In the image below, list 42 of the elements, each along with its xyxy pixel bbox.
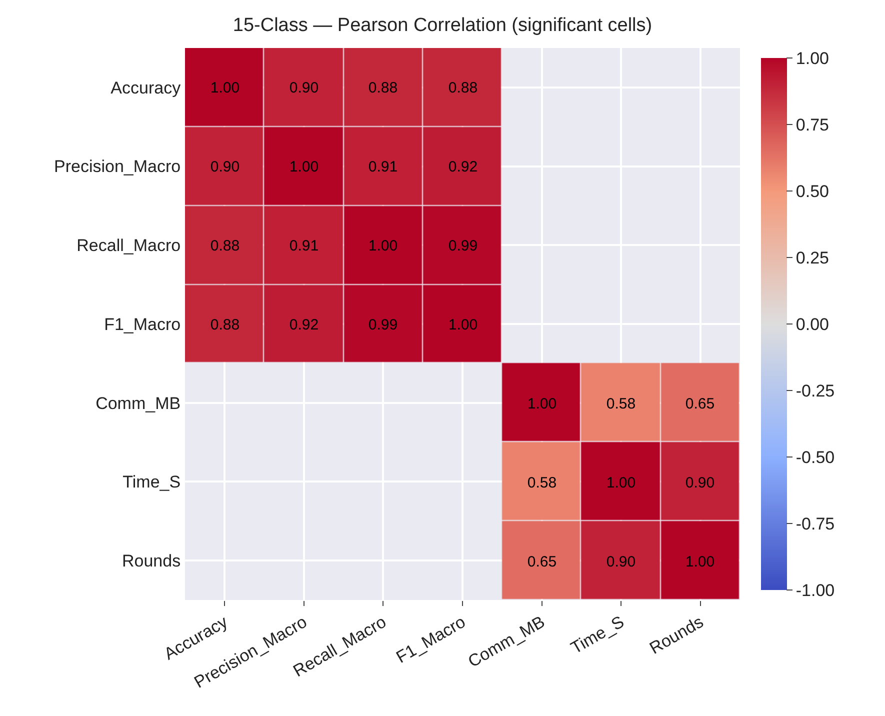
color-bar-label: 0.25 bbox=[796, 248, 829, 268]
color-bar-label: 0.00 bbox=[796, 314, 829, 334]
data-label: 0.88 bbox=[210, 316, 240, 334]
data-label: 0.88 bbox=[210, 237, 240, 254]
y-tick-label: Rounds bbox=[122, 552, 181, 571]
y-tick-label: Time_S bbox=[122, 472, 181, 492]
data-label: 0.91 bbox=[368, 158, 398, 176]
color-bar-label: 1.00 bbox=[796, 48, 829, 68]
data-label: 0.88 bbox=[368, 79, 398, 96]
data-label: 1.00 bbox=[368, 237, 398, 254]
y-tick-label: Recall_Macro bbox=[76, 236, 181, 256]
data-label: 1.00 bbox=[527, 395, 557, 412]
data-label: 0.99 bbox=[368, 316, 398, 334]
color-bar-label: 0.50 bbox=[796, 182, 829, 201]
chart-title: 15-Class — Pearson Correlation (significant cells) bbox=[232, 15, 652, 36]
data-label: 0.58 bbox=[527, 474, 557, 492]
data-label: 1.00 bbox=[685, 553, 715, 570]
color-bar-label: -1.00 bbox=[796, 580, 835, 600]
data-label: 0.90 bbox=[289, 79, 319, 96]
y-tick-label: Accuracy bbox=[110, 78, 182, 98]
y-tick-label: F1_Macro bbox=[104, 314, 181, 334]
data-label: 0.88 bbox=[448, 79, 478, 96]
data-label: 0.90 bbox=[606, 553, 636, 570]
color-bar-label: -0.50 bbox=[796, 448, 835, 467]
data-label: 0.65 bbox=[527, 553, 557, 570]
color-bar-label: 0.75 bbox=[796, 115, 829, 134]
data-label: 0.92 bbox=[448, 158, 478, 176]
data-label: 0.90 bbox=[210, 158, 240, 176]
data-label: 0.91 bbox=[289, 237, 319, 254]
color-bar-label: -0.25 bbox=[796, 381, 835, 400]
data-label: 1.00 bbox=[606, 474, 636, 492]
data-label: 0.58 bbox=[606, 395, 636, 412]
data-label: 1.00 bbox=[448, 316, 478, 334]
data-label: 0.90 bbox=[685, 474, 715, 492]
data-label: 0.65 bbox=[685, 395, 715, 412]
data-label: 1.00 bbox=[289, 158, 319, 176]
data-label: 0.99 bbox=[448, 237, 478, 254]
data-label: 0.92 bbox=[289, 316, 319, 334]
y-tick-label: Precision_Macro bbox=[54, 157, 181, 176]
data-label: 1.00 bbox=[210, 79, 240, 96]
y-tick-label: Comm_MB bbox=[96, 394, 181, 413]
color-bar-label: -0.75 bbox=[796, 514, 835, 534]
